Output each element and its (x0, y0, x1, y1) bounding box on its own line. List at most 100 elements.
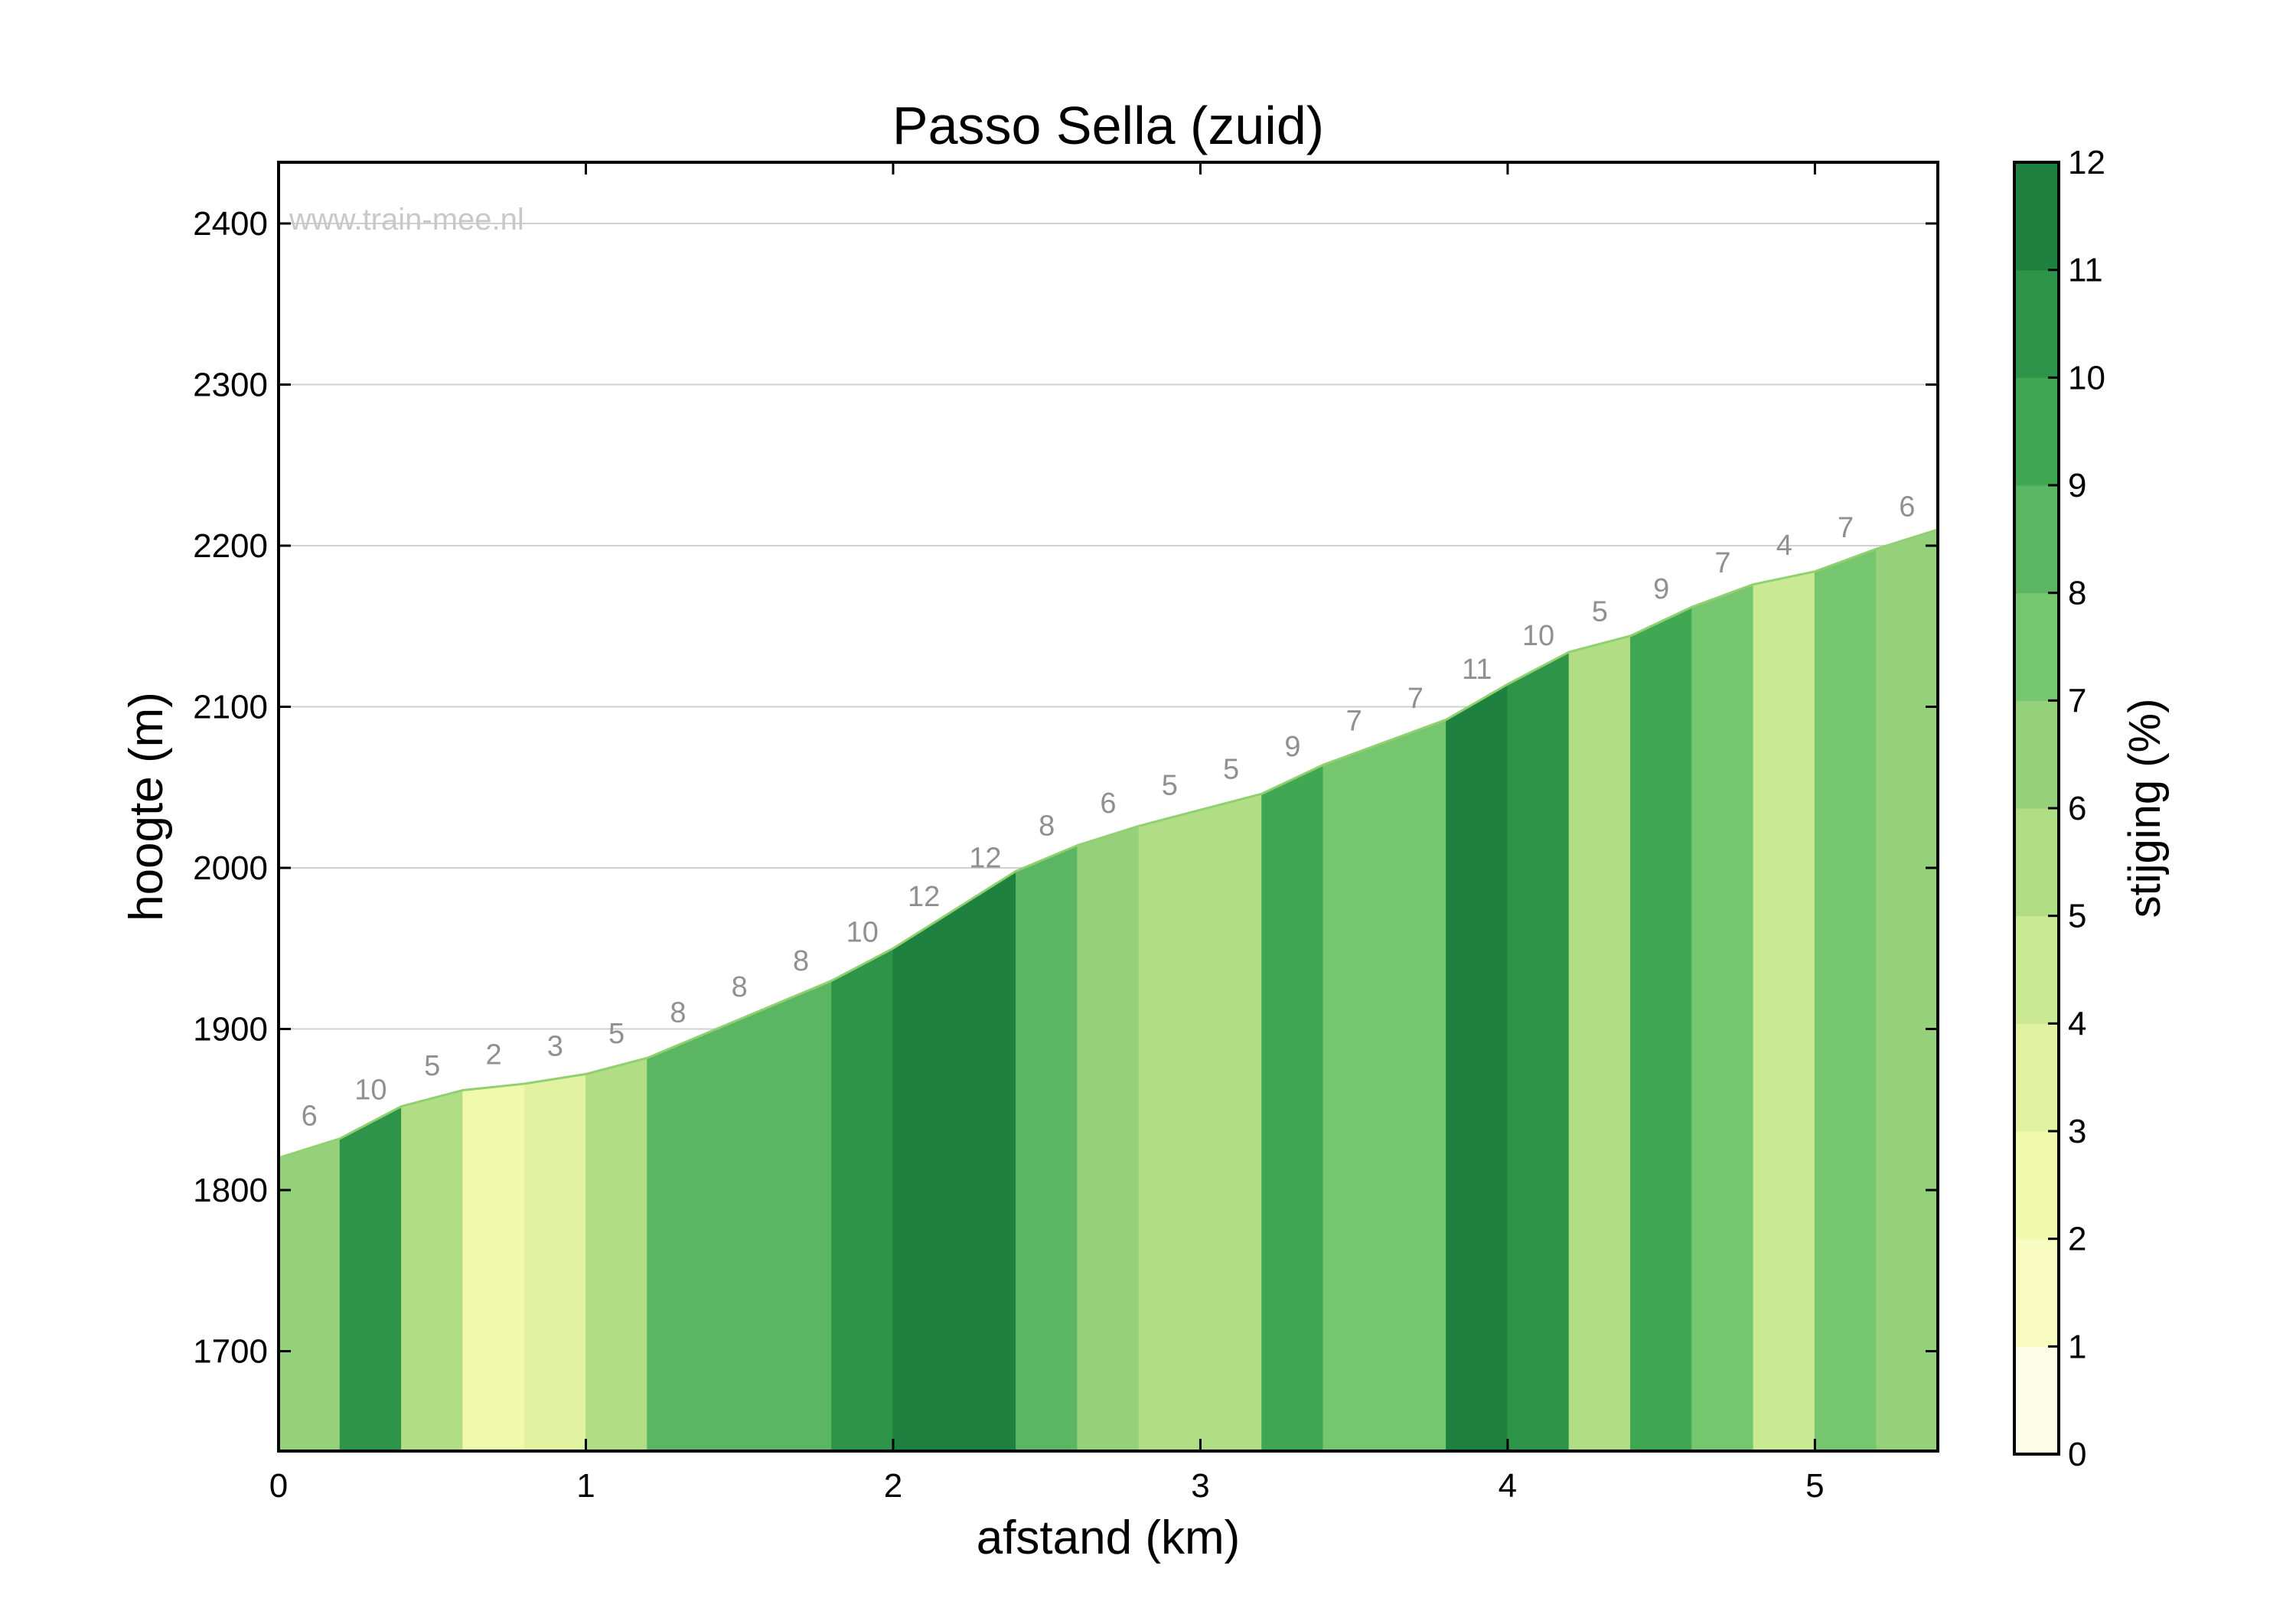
gradient-label-21: 5 (1592, 595, 1608, 628)
gradient-label-14: 5 (1162, 770, 1178, 802)
colorbar-tick-label-2: 2 (2068, 1221, 2086, 1258)
colorbar-band-8 (2014, 484, 2060, 594)
colorbar-band-6 (2014, 700, 2060, 809)
segment-20 (1507, 651, 1570, 1452)
y-tick-label-2300: 2300 (193, 366, 268, 403)
colorbar-tick-label-9: 9 (2068, 467, 2086, 504)
segment-13 (1077, 825, 1140, 1452)
gradient-label-22: 9 (1653, 573, 1669, 605)
colorbar-tick-label-10: 10 (2068, 359, 2105, 396)
segment-5 (585, 1057, 648, 1452)
segment-1 (339, 1105, 403, 1452)
colorbar-band-4 (2014, 915, 2060, 1024)
colorbar-tick-label-3: 3 (2068, 1113, 2086, 1150)
gradient-label-1: 10 (354, 1075, 386, 1107)
profile-outline (278, 528, 1939, 1159)
x-tick-label-4: 4 (1499, 1467, 1517, 1505)
segment-8 (769, 980, 833, 1452)
gradient-label-18: 7 (1407, 683, 1424, 715)
gradient-label-5: 5 (608, 1018, 625, 1050)
segment-19 (1446, 683, 1508, 1452)
segment-3 (462, 1083, 525, 1452)
colorbar-tick-label-8: 8 (2068, 575, 2086, 612)
gradient-label-8: 8 (793, 945, 809, 977)
gradient-label-23: 7 (1714, 547, 1730, 579)
segment-21 (1568, 635, 1632, 1452)
colorbar-tick-label-0: 0 (2068, 1436, 2086, 1473)
colorbar-band-11 (2014, 161, 2060, 271)
colorbar-tick-label-7: 7 (2068, 682, 2086, 719)
colorbar-band-7 (2014, 592, 2060, 701)
gradient-label-7: 8 (732, 971, 748, 1003)
y-tick-label-2200: 2200 (193, 527, 268, 565)
x-tick-label-1: 1 (576, 1467, 595, 1505)
gradient-label-3: 2 (485, 1039, 501, 1071)
segment-18 (1384, 719, 1447, 1452)
gradient-label-26: 6 (1899, 491, 1915, 523)
colorbar-tick-label-12: 12 (2068, 144, 2105, 181)
colorbar-tick-label-1: 1 (2068, 1328, 2086, 1365)
y-tick-label-2100: 2100 (193, 688, 268, 726)
gradient-label-25: 7 (1838, 512, 1854, 544)
gradient-label-11: 12 (969, 842, 1001, 874)
gradient-label-10: 12 (908, 881, 940, 913)
gradient-label-9: 10 (846, 916, 879, 948)
gradient-label-4: 3 (547, 1031, 563, 1063)
x-tick-label-3: 3 (1191, 1467, 1209, 1505)
y-tick-label-1700: 1700 (193, 1332, 268, 1370)
gradient-label-17: 7 (1346, 706, 1362, 738)
segment-15 (1199, 793, 1263, 1452)
colorbar-band-10 (2014, 269, 2060, 378)
segment-12 (1016, 844, 1078, 1452)
gradient-label-0: 6 (302, 1100, 318, 1132)
segment-9 (831, 947, 894, 1452)
colorbar-label: stijging (%) (2120, 699, 2170, 918)
segment-0 (278, 1137, 341, 1452)
segment-24 (1753, 571, 1815, 1452)
gradient-label-19: 11 (1462, 654, 1492, 686)
segment-16 (1261, 764, 1324, 1452)
segment-6 (647, 1031, 709, 1452)
colorbar-band-0 (2014, 1345, 2060, 1455)
gradient-label-15: 5 (1223, 754, 1239, 786)
gradient-label-16: 9 (1284, 731, 1300, 763)
colorbar-band-1 (2014, 1238, 2060, 1347)
plot-frame (277, 161, 1939, 1453)
segment-14 (1138, 809, 1201, 1452)
watermark: www.train-mee.nl (289, 203, 524, 236)
colorbar-tick-label-11: 11 (2068, 252, 2103, 289)
gradient-label-20: 10 (1522, 620, 1554, 652)
x-tick-label-2: 2 (884, 1467, 902, 1505)
segment-23 (1691, 583, 1754, 1452)
gradient-label-13: 6 (1100, 788, 1116, 820)
y-tick-label-2000: 2000 (193, 850, 268, 887)
segment-11 (954, 870, 1017, 1452)
colorbar-band-5 (2014, 807, 2060, 917)
x-tick-label-5: 5 (1805, 1467, 1824, 1505)
y-tick-label-2400: 2400 (193, 205, 268, 243)
colorbar-tick-label-4: 4 (2068, 1005, 2086, 1042)
gradient-label-12: 8 (1039, 810, 1055, 842)
gradient-label-24: 4 (1776, 530, 1792, 562)
segment-26 (1876, 529, 1939, 1452)
gradient-label-6: 8 (670, 997, 686, 1029)
gradient-label-2: 5 (424, 1050, 440, 1082)
y-tick-label-1900: 1900 (193, 1010, 268, 1048)
segment-4 (523, 1073, 586, 1452)
y-tick-label-1800: 1800 (193, 1172, 268, 1209)
segment-25 (1814, 548, 1877, 1452)
y-axis-label: hoogte (m) (120, 692, 173, 921)
chart-title: Passo Sella (zuid) (892, 96, 1324, 155)
colorbar-tick-label-5: 5 (2068, 898, 2086, 935)
segment-2 (401, 1089, 464, 1452)
colorbar-tick-label-6: 6 (2068, 790, 2086, 827)
colorbar-band-9 (2014, 377, 2060, 486)
segment-22 (1630, 606, 1693, 1452)
x-tick-label-0: 0 (269, 1467, 288, 1505)
segment-10 (892, 908, 955, 1452)
colorbar-band-3 (2014, 1022, 2060, 1132)
segment-17 (1322, 742, 1385, 1452)
x-axis-label: afstand (km) (977, 1512, 1241, 1564)
